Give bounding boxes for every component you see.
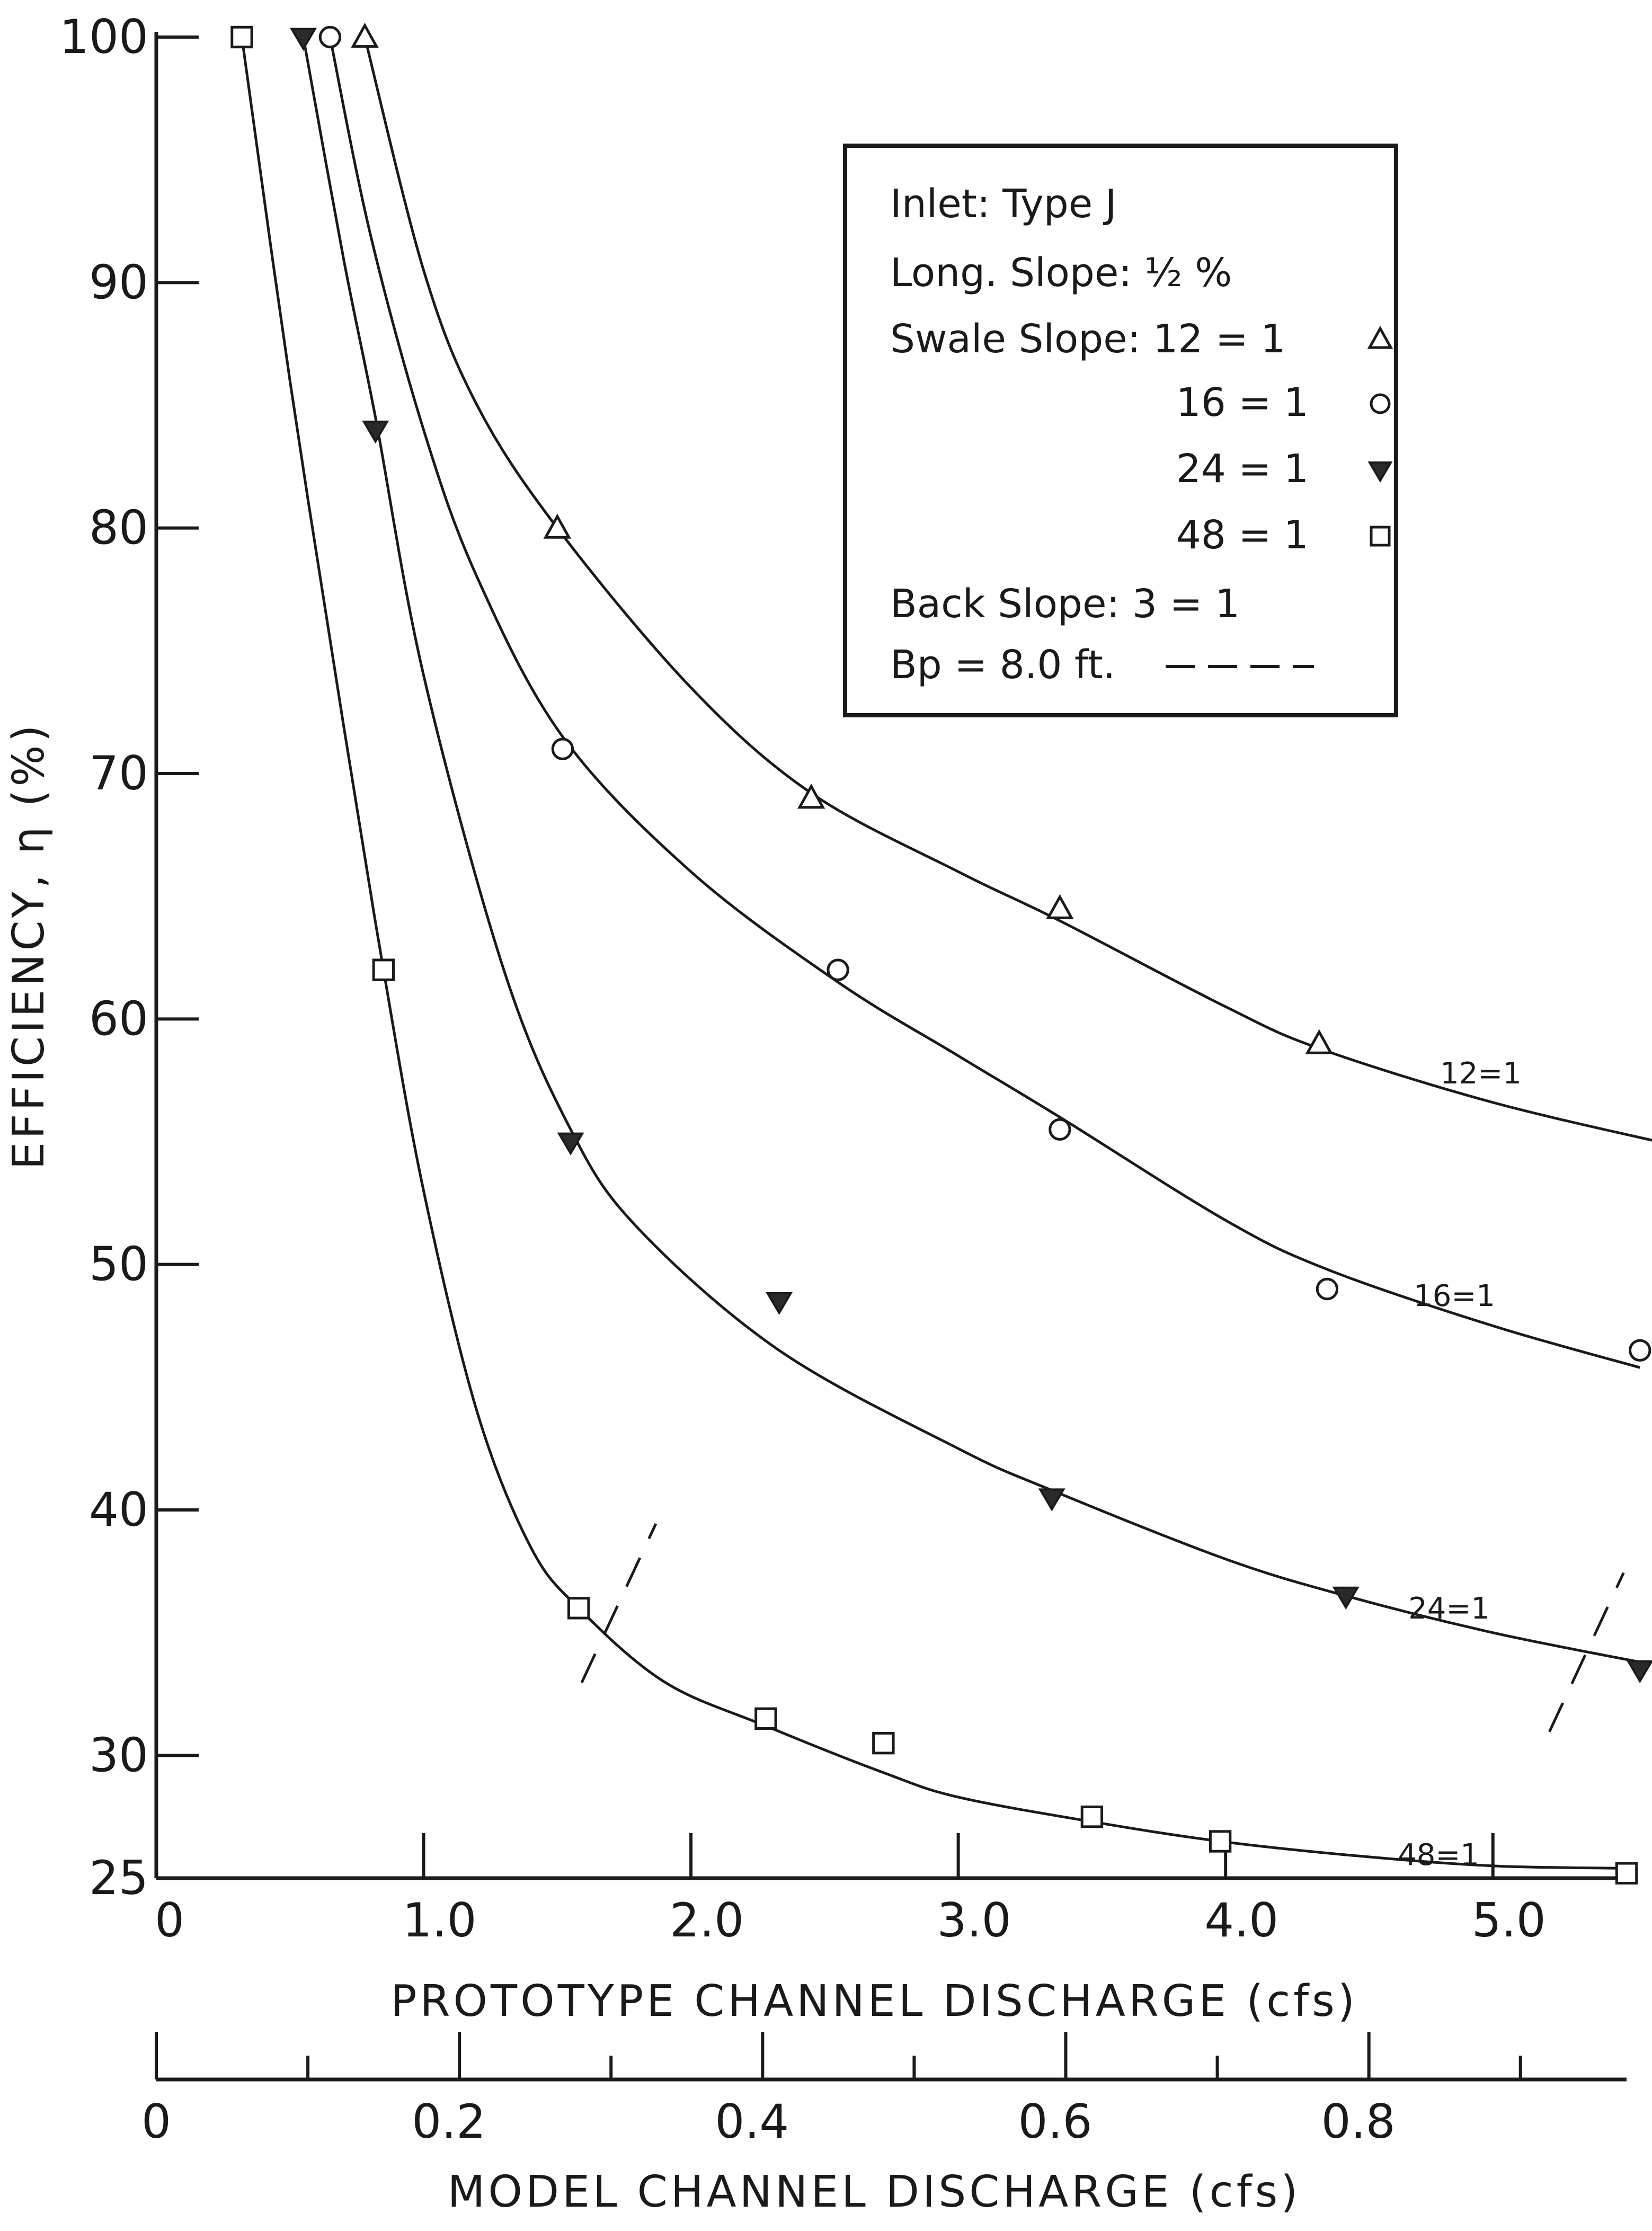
- y-axis: 100 90 80 70 60 50 40 30 25: [59, 10, 199, 1905]
- x-tick-label-1: 1.0: [403, 1893, 477, 1948]
- y-tick-label-40: 40: [89, 1482, 148, 1537]
- curve-label-24=1: 24=1: [1408, 1592, 1490, 1626]
- point-16=1-1: [553, 739, 572, 759]
- legend-swale-24: 24 = 1: [1176, 446, 1309, 492]
- point-48=1-0: [232, 27, 252, 47]
- point-48=1-3: [756, 1709, 776, 1728]
- point-16=1-0: [320, 27, 340, 47]
- point-48=1-2: [569, 1598, 588, 1618]
- point-12=1-4: [1308, 1032, 1331, 1053]
- model-tick-label-1: 0.2: [412, 2094, 486, 2149]
- point-48=1-1: [374, 960, 393, 980]
- point-48=1-4: [874, 1733, 893, 1753]
- y-tick-label-25: 25: [89, 1851, 148, 1905]
- y-tick-label-70: 70: [89, 746, 148, 801]
- legend-inlet: Inlet: Type J: [890, 181, 1117, 227]
- legend-swale-48: 48 = 1: [1176, 512, 1309, 558]
- point-24=1-1: [364, 422, 387, 441]
- legend-back-slope: Back Slope: 3 = 1: [890, 581, 1240, 627]
- point-48=1-6: [1210, 1832, 1230, 1851]
- point-12=1-2: [800, 786, 823, 807]
- legend-long-slope: Long. Slope: ½ %: [890, 250, 1232, 296]
- point-12=1-3: [1048, 897, 1071, 918]
- point-24=1-3: [768, 1293, 791, 1313]
- model-tick-label-4: 0.8: [1321, 2094, 1396, 2149]
- legend-marker-16=1: [1371, 395, 1389, 413]
- point-48=1-5: [1082, 1807, 1102, 1826]
- y-tick-label-30: 30: [89, 1728, 148, 1782]
- x-tick-label-5: 5.0: [1472, 1893, 1546, 1948]
- y-tick-label-80: 80: [89, 501, 148, 555]
- model-tick-label-2: 0.4: [715, 2094, 789, 2149]
- legend-box: [845, 146, 1396, 715]
- point-12=1-1: [546, 517, 569, 538]
- point-16=1-3: [1050, 1119, 1070, 1139]
- point-12=1-0: [353, 25, 377, 47]
- legend-marker-48=1: [1371, 527, 1389, 545]
- curve-label-48=1: 48=1: [1398, 1838, 1479, 1872]
- model-tick-label-3: 0.6: [1018, 2094, 1093, 2149]
- y-tick-label-50: 50: [89, 1237, 148, 1292]
- y-tick-label-100: 100: [59, 10, 148, 64]
- curve-label-16=1: 16=1: [1414, 1279, 1495, 1313]
- model-axis-title: MODEL CHANNEL DISCHARGE (cfs): [448, 2167, 1301, 2217]
- model-discharge-axis: 0 0.2 0.4 0.6 0.8: [141, 2032, 1627, 2149]
- point-48=1-7: [1617, 1863, 1636, 1883]
- x-tick-label-3: 3.0: [937, 1893, 1011, 1948]
- model-tick-label-0: 0: [141, 2094, 171, 2149]
- point-16=1-4: [1317, 1279, 1337, 1299]
- point-24=1-6: [1628, 1661, 1651, 1681]
- point-24=1-4: [1040, 1489, 1063, 1509]
- legend-bp: Bp = 8.0 ft.: [890, 642, 1115, 688]
- legend-swale-12: Swale Slope: 12 = 1: [890, 316, 1286, 362]
- curve-label-12=1: 12=1: [1440, 1056, 1522, 1091]
- y-tick-label-90: 90: [89, 255, 148, 309]
- legend: Inlet: Type J Long. Slope: ½ % Swale Slo…: [845, 146, 1396, 715]
- point-16=1-2: [828, 960, 848, 980]
- x-tick-label-4: 4.0: [1204, 1893, 1278, 1948]
- x-tick-label-0: 0: [155, 1893, 184, 1948]
- legend-swale-16: 16 = 1: [1176, 380, 1309, 425]
- y-tick-label-60: 60: [89, 991, 148, 1046]
- x-axis-title: PROTOTYPE CHANNEL DISCHARGE (cfs): [390, 1976, 1358, 2026]
- bp-mark-0: [582, 1524, 656, 1683]
- x-tick-label-2: 2.0: [670, 1893, 744, 1948]
- point-16=1-5: [1630, 1340, 1650, 1360]
- curve-labels: 12=1 16=1 24=1 48=1: [1398, 1056, 1522, 1872]
- point-24=1-0: [292, 29, 315, 49]
- y-axis-title: EFFICIENCY, η (%): [4, 722, 54, 1170]
